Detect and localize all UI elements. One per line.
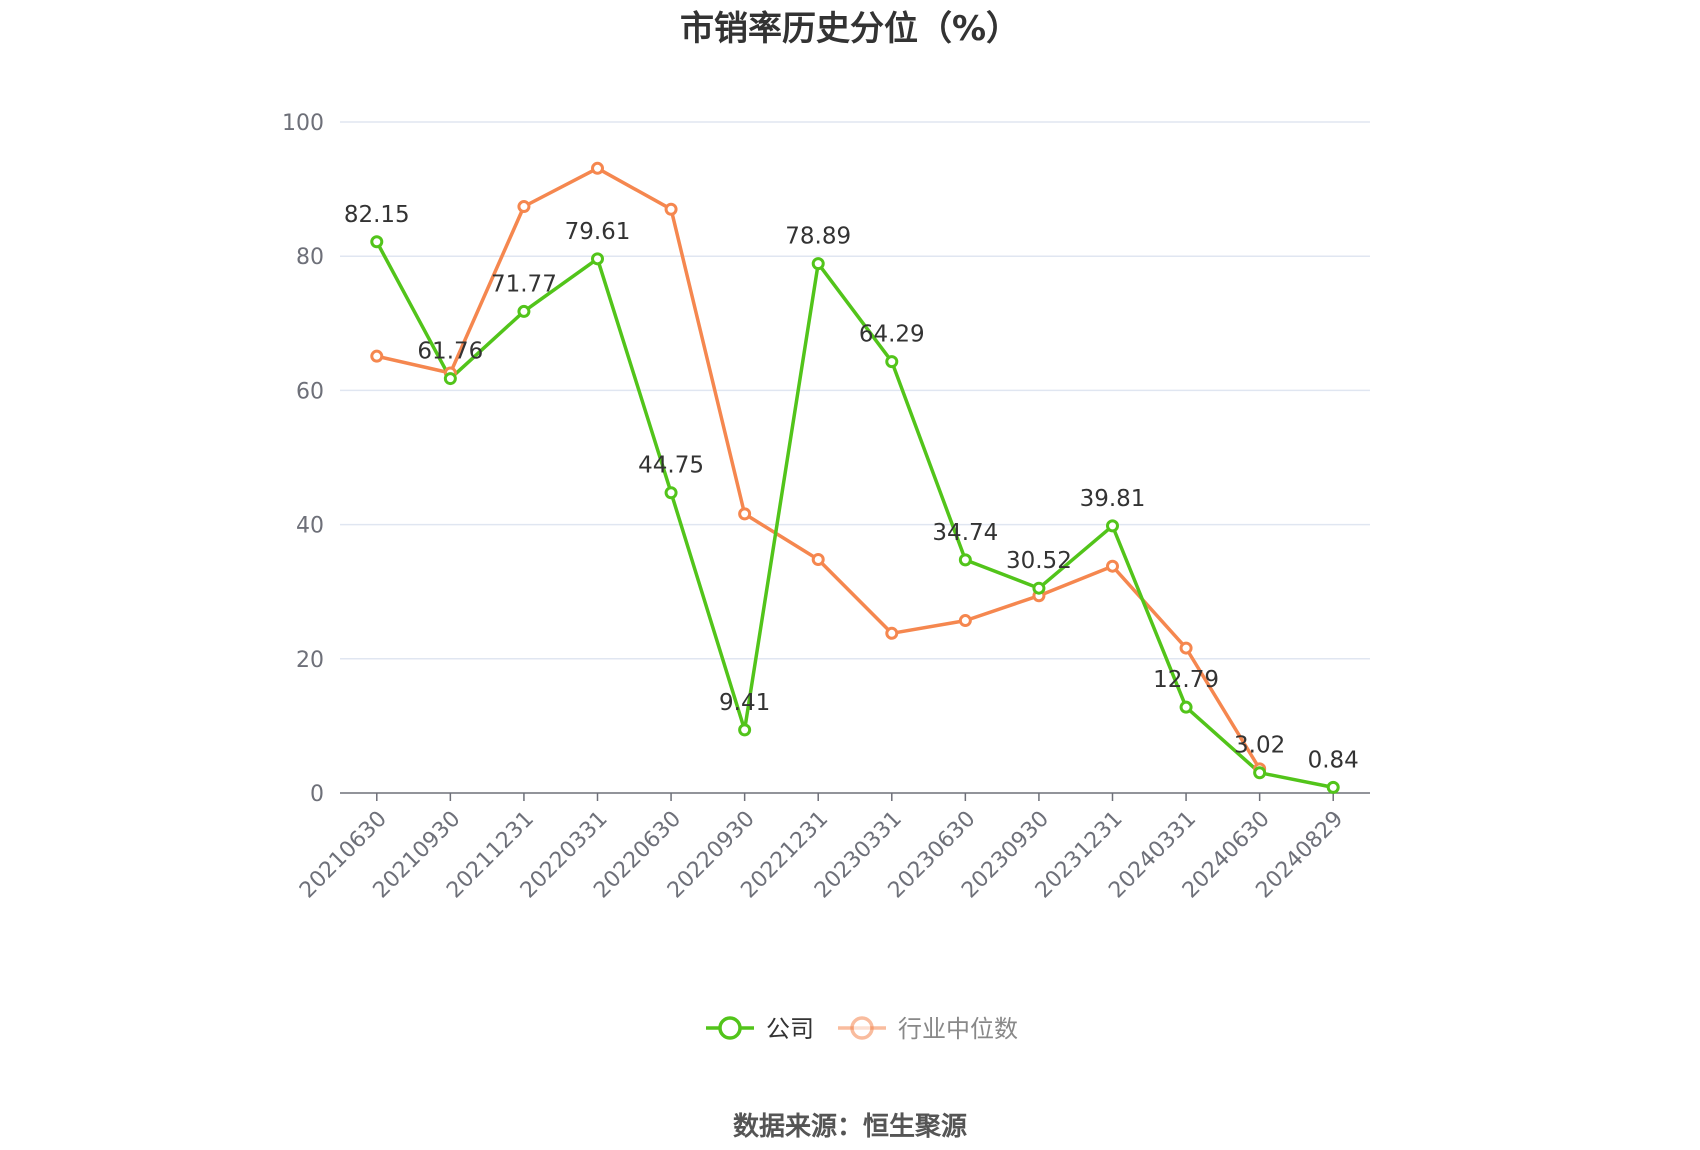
data-label: 34.74 [932, 520, 998, 546]
legend[interactable]: 公司 行业中位数 [706, 1015, 1018, 1043]
data-label: 44.75 [638, 453, 704, 479]
data-point [517, 304, 531, 318]
source-text: 数据来源：恒生聚源 [733, 1112, 967, 1142]
data-point [738, 723, 752, 737]
legend-item-0[interactable]: 公司 [706, 1015, 814, 1043]
data-point [591, 161, 604, 175]
data-label: 12.79 [1153, 667, 1219, 693]
data-point [885, 626, 899, 640]
data-label: 64.29 [859, 322, 925, 348]
data-label: 78.89 [785, 224, 851, 250]
legend-item-1[interactable]: 行业中位数 [838, 1015, 1018, 1043]
data-point [1179, 641, 1193, 655]
data-point [1032, 581, 1046, 595]
data-label: 0.84 [1308, 747, 1359, 773]
y-axis: 0 20 40 60 80 100 [282, 111, 324, 807]
chart-title: 市销率历史分位（%） [680, 9, 1020, 49]
y-tick-label: 0 [310, 782, 324, 807]
x-axis: 2021063020210930202112312022033120220630… [295, 792, 1370, 903]
data-point [738, 507, 752, 521]
y-tick-label: 80 [296, 245, 324, 270]
data-point [664, 202, 678, 216]
data-point [443, 372, 457, 386]
data-point [1106, 559, 1119, 573]
data-point [1326, 780, 1340, 794]
data-point [958, 614, 972, 628]
data-point [591, 252, 604, 266]
legend-label: 行业中位数 [898, 1015, 1018, 1043]
data-point [1253, 766, 1267, 780]
data-label: 61.76 [417, 339, 483, 365]
legend-marker [850, 1016, 874, 1040]
data-point [664, 486, 678, 500]
data-label: 39.81 [1080, 486, 1146, 512]
data-label: 3.02 [1234, 733, 1285, 759]
legend-label: 公司 [766, 1015, 814, 1043]
series-points [370, 161, 1340, 794]
data-label: 30.52 [1006, 548, 1072, 574]
y-tick-label: 60 [296, 379, 324, 404]
legend-marker [718, 1016, 742, 1040]
series-line-0 [375, 240, 1334, 790]
data-labels: 82.15 61.76 71.77 79.61 44.75 9.41 78.89 64.29 3… [344, 202, 1359, 774]
y-tick-label: 20 [296, 648, 324, 673]
data-label: 71.77 [491, 271, 557, 297]
y-tick-label: 100 [282, 111, 324, 136]
data-point [811, 552, 825, 566]
data-point [370, 349, 384, 363]
data-point [1179, 700, 1193, 714]
data-point [1106, 519, 1119, 533]
data-label: 82.15 [344, 202, 410, 228]
data-point [370, 235, 384, 249]
data-point [517, 200, 531, 214]
data-point [811, 257, 825, 271]
y-tick-label: 40 [296, 514, 324, 539]
data-point [958, 553, 972, 567]
series-lines [375, 166, 1334, 790]
data-point [885, 355, 899, 369]
grid-lines [340, 121, 1370, 660]
data-label: 9.41 [719, 690, 770, 716]
data-label: 79.61 [565, 219, 631, 245]
